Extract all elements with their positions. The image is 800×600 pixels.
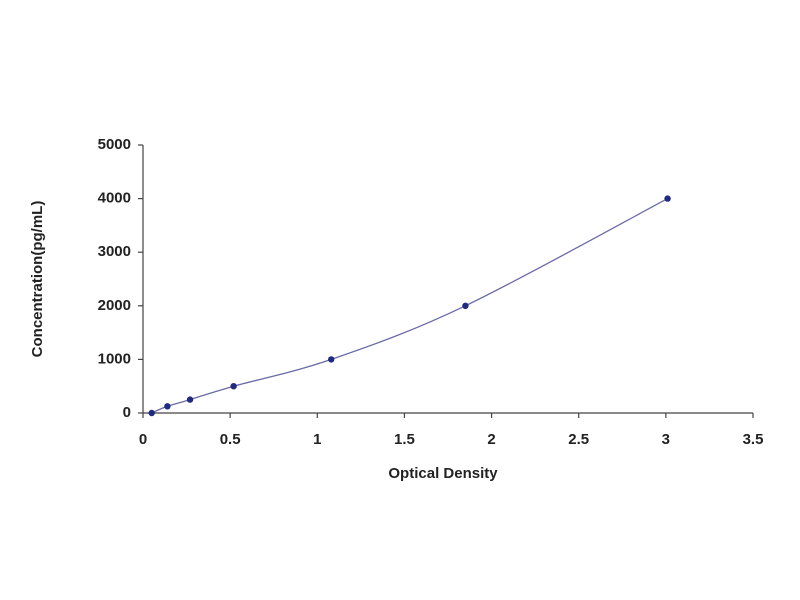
x-tick-label: 1 [313,431,321,448]
x-tick-label: 0 [139,431,147,448]
x-tick-label: 2.5 [568,431,589,448]
y-tick-label: 2000 [98,297,131,314]
data-point [186,396,194,403]
x-tick-label: 2 [487,431,495,448]
y-axis-label: Concentration(pg/mL) [29,201,46,358]
x-axis-label: Optical Density [388,465,498,482]
data-point [148,409,155,417]
data-point [462,302,469,309]
x-tick-label: 3 [662,431,670,448]
y-tick-label: 1000 [98,350,131,367]
y-tick-label: 4000 [98,190,131,207]
y-tick-label: 3000 [98,243,131,260]
data-point [230,383,237,390]
x-tick-label: 1.5 [394,431,415,448]
data-point [664,195,671,202]
data-point [328,356,335,363]
y-tick-label: 5000 [98,136,131,153]
data-point [164,403,171,410]
x-tick-label: 0.5 [220,431,241,448]
x-tick-label: 3.5 [743,431,764,448]
y-tick-label: 0 [123,404,131,421]
fit-curve [151,198,668,414]
